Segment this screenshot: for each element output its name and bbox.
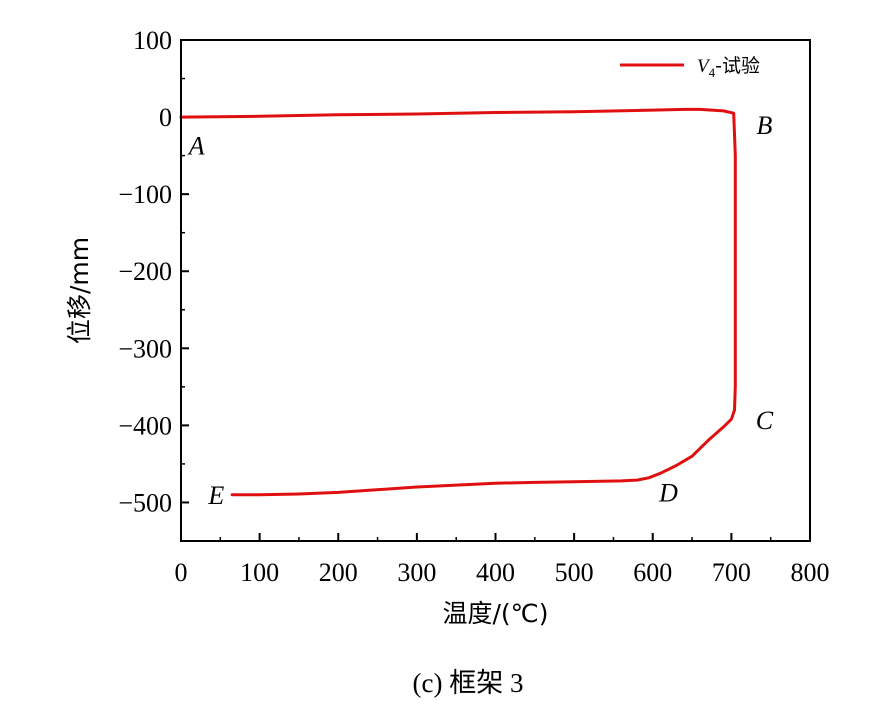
y-tick-label: −300 bbox=[118, 334, 172, 363]
point-label-c: C bbox=[756, 406, 774, 435]
legend-label-main: V bbox=[697, 56, 711, 77]
point-label-a: A bbox=[187, 132, 205, 161]
x-tick-label: 0 bbox=[175, 558, 188, 587]
x-tick-label: 100 bbox=[240, 558, 279, 587]
series-line bbox=[179, 107, 737, 497]
y-tick-label: −500 bbox=[118, 488, 172, 517]
legend-label-subscript: 4 bbox=[709, 65, 716, 80]
y-tick-label: −200 bbox=[118, 257, 172, 286]
x-tick-label: 400 bbox=[476, 558, 515, 587]
x-axis-label: 温度/(℃) bbox=[442, 599, 548, 628]
figure-caption: (c) 框架 3 bbox=[413, 668, 524, 698]
x-tick-label: 500 bbox=[555, 558, 594, 587]
x-tick-label: 300 bbox=[397, 558, 436, 587]
legend: V4-试验 bbox=[620, 55, 760, 80]
y-axis-label: 位移/mm bbox=[65, 237, 94, 344]
plot-frame bbox=[180, 39, 811, 542]
x-tick-label: 200 bbox=[319, 558, 358, 587]
legend-label: V4-试验 bbox=[697, 55, 760, 80]
tick-labels: 0 100 200 300 400 500 600 700 800 100 0 −100 −200 −30… bbox=[118, 26, 829, 587]
y-tick-label: 100 bbox=[133, 26, 172, 55]
y-tick-label: −100 bbox=[118, 180, 172, 209]
x-tick-label: 800 bbox=[791, 558, 830, 587]
point-labels: A B C D E bbox=[187, 111, 774, 510]
legend-label-suffix: -试验 bbox=[715, 55, 760, 77]
series-layer bbox=[179, 107, 737, 497]
point-label-b: B bbox=[756, 111, 772, 140]
point-label-d: D bbox=[658, 478, 678, 507]
x-tick-label: 700 bbox=[712, 558, 751, 587]
y-tick-label: −400 bbox=[118, 411, 172, 440]
x-tick-label: 600 bbox=[633, 558, 672, 587]
point-label-e: E bbox=[207, 481, 224, 510]
y-tick-label: 0 bbox=[159, 103, 172, 132]
